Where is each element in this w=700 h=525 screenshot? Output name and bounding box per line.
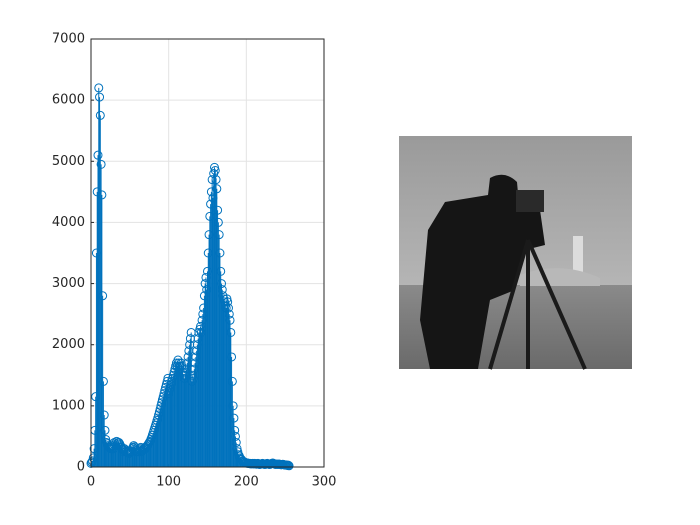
stem-marker xyxy=(214,230,224,240)
stem-marker xyxy=(213,217,223,227)
y-tick-label: 5000 xyxy=(52,154,85,169)
stem-marker xyxy=(231,438,241,448)
y-tick-label: 6000 xyxy=(52,93,85,108)
x-tick-label: 0 xyxy=(87,475,95,490)
stem xyxy=(227,352,237,467)
axes: 0 1000 2000 3000 4000 5000 6000 7000 0 100 200 300 xyxy=(52,32,337,490)
stem-marker xyxy=(211,175,221,185)
stem xyxy=(97,190,107,467)
y-tick-label: 0 xyxy=(77,460,85,475)
image-person xyxy=(420,174,545,369)
stem-marker xyxy=(100,425,110,435)
stem xyxy=(216,279,226,467)
stem xyxy=(94,83,104,467)
y-tick-label: 7000 xyxy=(52,32,85,47)
stem-marker xyxy=(94,83,104,93)
stem-marker xyxy=(284,461,294,471)
stem xyxy=(93,150,103,467)
x-tick-label: 100 xyxy=(156,475,181,490)
stem-marker xyxy=(226,327,236,337)
stem-marker xyxy=(98,376,108,386)
axes-box xyxy=(90,38,325,468)
stem-marker xyxy=(93,150,103,160)
stem xyxy=(211,175,221,467)
stem xyxy=(224,309,234,467)
stem-marker xyxy=(230,425,240,435)
stem xyxy=(98,376,108,467)
y-tick-label: 3000 xyxy=(52,276,85,291)
stem xyxy=(223,303,233,467)
stem xyxy=(213,205,223,467)
stem xyxy=(95,110,105,467)
stems xyxy=(86,83,294,471)
stem xyxy=(98,291,108,467)
x-tick-label: 200 xyxy=(234,475,259,490)
stem-marker xyxy=(210,165,220,175)
stem xyxy=(226,327,236,467)
stem xyxy=(228,401,238,467)
stem xyxy=(95,92,105,467)
stem xyxy=(215,248,225,467)
stem-marker xyxy=(224,309,234,319)
stem xyxy=(214,230,224,467)
stem-marker xyxy=(225,315,235,325)
stem-marker xyxy=(217,285,227,295)
stem xyxy=(217,285,227,467)
image-building xyxy=(520,268,600,286)
stem-marker xyxy=(216,279,226,289)
stem-marker xyxy=(213,205,223,215)
stem-marker xyxy=(215,248,225,258)
stem xyxy=(212,184,222,467)
stem-marker xyxy=(95,92,105,102)
image-camera xyxy=(516,190,544,212)
stem-marker xyxy=(227,376,237,386)
stem-marker xyxy=(283,460,293,470)
stem xyxy=(225,315,235,467)
stem-marker xyxy=(98,291,108,301)
stem-marker xyxy=(223,297,233,307)
stem-marker xyxy=(96,159,106,169)
stem-marker xyxy=(99,410,109,420)
stem xyxy=(96,159,106,467)
stem xyxy=(227,376,237,467)
stem-marker xyxy=(95,110,105,120)
y-tick-label: 4000 xyxy=(52,215,85,230)
stem xyxy=(231,438,241,467)
image-tripod xyxy=(488,239,587,370)
x-tick-label: 300 xyxy=(312,475,337,490)
stem xyxy=(213,217,223,467)
stem-marker xyxy=(229,413,239,423)
stem-marker xyxy=(97,190,107,200)
stem-marker xyxy=(228,401,238,411)
y-tick-label: 1000 xyxy=(52,398,85,413)
stem-marker xyxy=(230,431,240,441)
stem-marker xyxy=(212,184,222,194)
image xyxy=(399,136,632,370)
stem-marker xyxy=(216,266,226,276)
image-building xyxy=(573,236,583,286)
stem-marker xyxy=(223,303,233,313)
stem-marker xyxy=(227,352,237,362)
y-tick-label: 2000 xyxy=(52,337,85,352)
